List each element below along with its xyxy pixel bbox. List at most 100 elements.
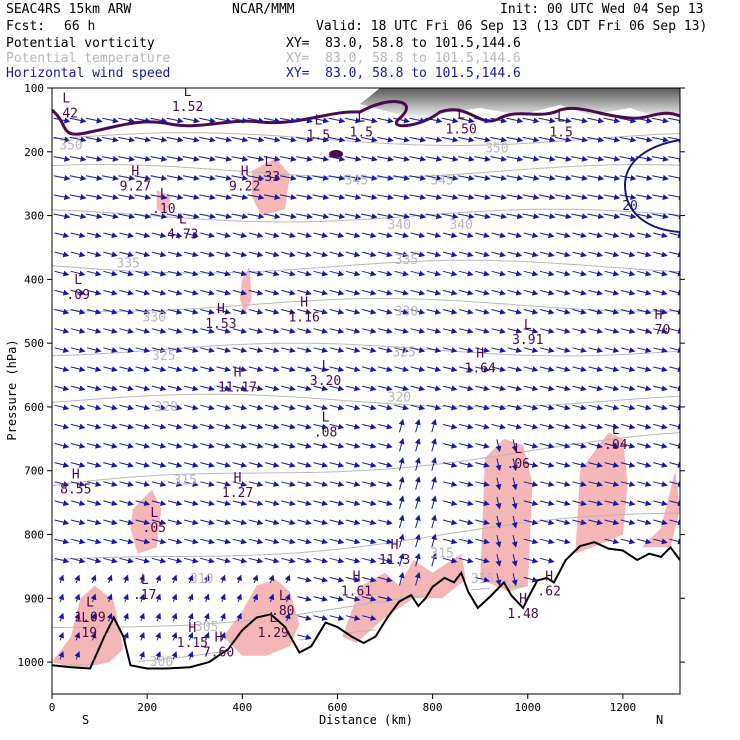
extremum-type: H: [545, 570, 553, 585]
wind-vector: [522, 174, 540, 181]
wind-vector: [247, 136, 265, 143]
wind-vector: [296, 194, 313, 200]
wind-vector: [344, 155, 362, 162]
wind-vector: [200, 232, 215, 239]
wind-vector: [538, 194, 556, 200]
wind-vector: [668, 136, 680, 143]
wind-vector: [604, 289, 620, 296]
wind-vector: [313, 327, 329, 334]
wind-vector: [588, 347, 604, 353]
wind-vector: [511, 534, 518, 548]
wind-vector: [102, 117, 119, 124]
wind-vector: [507, 385, 523, 392]
wind-vector: [431, 514, 437, 529]
wind-vector: [475, 481, 490, 487]
theta-contour: [52, 512, 680, 561]
wind-vector: [155, 612, 161, 622]
wind-vector: [345, 595, 361, 602]
wind-vector: [215, 136, 233, 143]
wind-vector: [134, 174, 152, 181]
wind-vector: [555, 213, 572, 220]
wind-vector: [313, 366, 329, 373]
extremum-value: 1.29: [258, 626, 289, 641]
wind-vector: [619, 117, 637, 124]
wind-vector: [296, 136, 313, 143]
wind-vector: [491, 366, 506, 373]
wind-vector: [555, 194, 572, 200]
wind-vector: [248, 232, 264, 239]
wind-vector: [556, 308, 571, 315]
wind-vector: [653, 538, 668, 545]
wind-vector: [328, 136, 346, 143]
wind-vector: [53, 155, 71, 162]
wind-vector: [345, 385, 361, 392]
wind-vector: [458, 366, 474, 373]
wind-vector: [151, 442, 167, 449]
wind-vector: [360, 155, 378, 162]
wind-vector: [394, 366, 409, 373]
wind-vector: [183, 481, 199, 487]
wind-vector: [555, 155, 572, 162]
wind-vector: [361, 251, 377, 258]
wind-vector: [69, 155, 87, 162]
wind-vector: [220, 574, 226, 584]
wind-vector: [150, 213, 168, 220]
wind-vector: [361, 385, 377, 392]
wind-vector: [54, 519, 70, 526]
wind-vector: [361, 327, 377, 334]
wind-vector: [361, 500, 377, 507]
extremum-type: L: [74, 273, 82, 288]
wind-vector: [442, 347, 458, 353]
extremum-value: .70: [647, 323, 670, 338]
wind-vector: [313, 347, 329, 353]
wind-vector: [328, 117, 346, 124]
wind-vector: [167, 500, 183, 507]
wind-vector: [150, 136, 168, 143]
wind-vector: [119, 347, 134, 353]
pv-shaded-region: [480, 438, 533, 592]
wind-vector: [511, 477, 518, 491]
wind-vector: [90, 593, 97, 603]
wind-vector: [378, 366, 393, 373]
extremum-value: 9.27: [120, 180, 151, 195]
wind-vector: [297, 576, 312, 583]
wind-vector: [475, 500, 490, 507]
wind-vector: [475, 327, 490, 334]
wind-vector: [620, 461, 636, 468]
wind-vector: [474, 155, 491, 162]
wind-vector: [523, 576, 539, 583]
wind-vector: [458, 327, 474, 334]
wind-vector: [264, 461, 280, 468]
wind-vector: [620, 385, 636, 392]
wind-vector: [414, 457, 421, 471]
wind-vector: [398, 495, 405, 510]
wind-vector: [669, 347, 680, 353]
wind-vector: [54, 270, 70, 277]
wind-vector: [394, 327, 409, 334]
wind-vector: [329, 557, 345, 564]
wind-vector: [103, 538, 118, 545]
wind-vector: [199, 155, 216, 162]
wind-vector: [297, 270, 312, 277]
wind-vector: [135, 519, 151, 526]
wind-vector: [603, 117, 621, 124]
wind-vector: [123, 612, 129, 622]
extremum-type: L: [179, 213, 187, 228]
extremum-value: 1.64: [465, 361, 496, 376]
wind-vector: [345, 538, 361, 545]
wind-vector: [588, 308, 604, 315]
extremum-type: H: [72, 468, 80, 483]
wind-vector: [378, 327, 393, 334]
extremum-label: H1.53: [205, 302, 236, 332]
wind-vector: [507, 308, 523, 315]
wind-vector: [183, 347, 199, 353]
wind-vector: [414, 495, 421, 510]
wind-vector: [539, 270, 555, 277]
wind-vector: [361, 366, 377, 373]
wind-vector: [652, 136, 669, 143]
wind-vector: [54, 232, 70, 239]
wind-vector: [297, 327, 312, 334]
wind-vector: [604, 404, 620, 411]
wind-vector: [572, 519, 587, 526]
wind-vector: [653, 442, 668, 449]
